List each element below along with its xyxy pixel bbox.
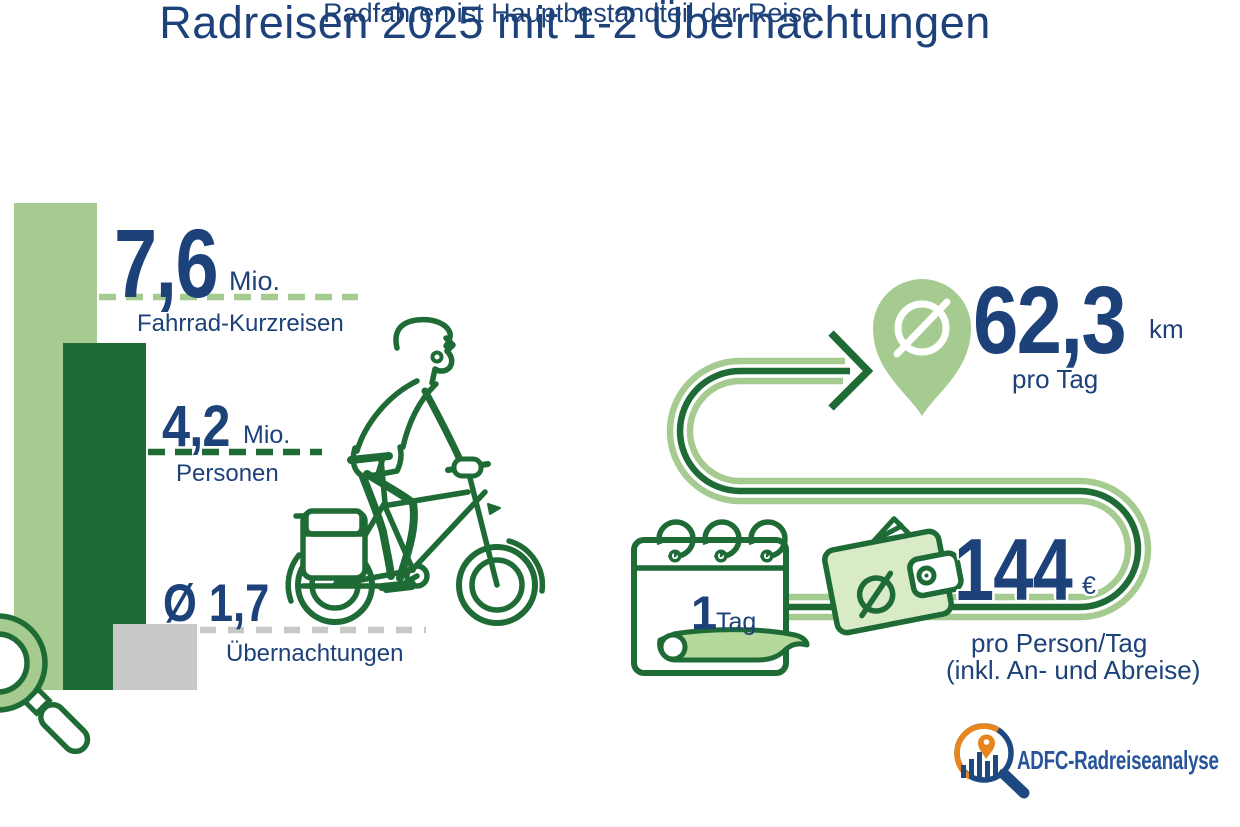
map-pin-icon <box>873 279 971 416</box>
magnifier-icon <box>0 613 91 755</box>
calendar-icon <box>631 519 810 676</box>
logo-magnifier-handle <box>998 768 1030 799</box>
route-arrow-icon <box>828 330 874 411</box>
wallet-icon <box>822 516 964 636</box>
adfc-logo-icon <box>954 723 1030 799</box>
average-symbol-icon <box>893 298 951 358</box>
logo-bar-chart-icon <box>961 752 998 778</box>
page-title: Radreisen 2025 mit 1-2 Übernachtungen <box>159 0 991 48</box>
route-path <box>666 330 1152 621</box>
logo-pin-icon <box>978 734 995 759</box>
duration-unit: Tag <box>716 608 757 636</box>
cost-unit: € <box>1082 572 1096 600</box>
cost-label-line2: (inkl. An- und Abreise) <box>946 655 1201 685</box>
bar-chart <box>14 203 426 690</box>
persons-label: Personen <box>176 460 279 487</box>
duration-value: 1 <box>691 586 718 639</box>
overnights-label: Übernachtungen <box>226 640 404 667</box>
cost-value: 144 <box>954 520 1073 619</box>
cyclist-illustration <box>285 316 546 626</box>
adfc-logo-label: ADFC-Radreiseanalyse <box>1017 745 1219 775</box>
persons-unit: Mio. <box>243 421 291 449</box>
persons-value: 4,2 <box>162 394 230 459</box>
cost-label-line1: pro Person/Tag <box>971 628 1148 658</box>
trips-unit: Mio. <box>229 266 281 296</box>
overnights-value: Ø 1,7 <box>163 574 270 633</box>
distance-label: pro Tag <box>1012 364 1099 394</box>
distance-value: 62,3 <box>973 267 1127 374</box>
distance-unit: km <box>1149 314 1184 344</box>
trips-value: 7,6 <box>114 209 219 318</box>
bar-uebernachtungen <box>113 624 197 690</box>
page-subtitle: Radfahren ist Hauptbestandteil der Reise <box>323 0 817 28</box>
average-symbol-icon <box>856 570 896 619</box>
trips-label: Fahrrad-Kurzreisen <box>137 310 344 337</box>
